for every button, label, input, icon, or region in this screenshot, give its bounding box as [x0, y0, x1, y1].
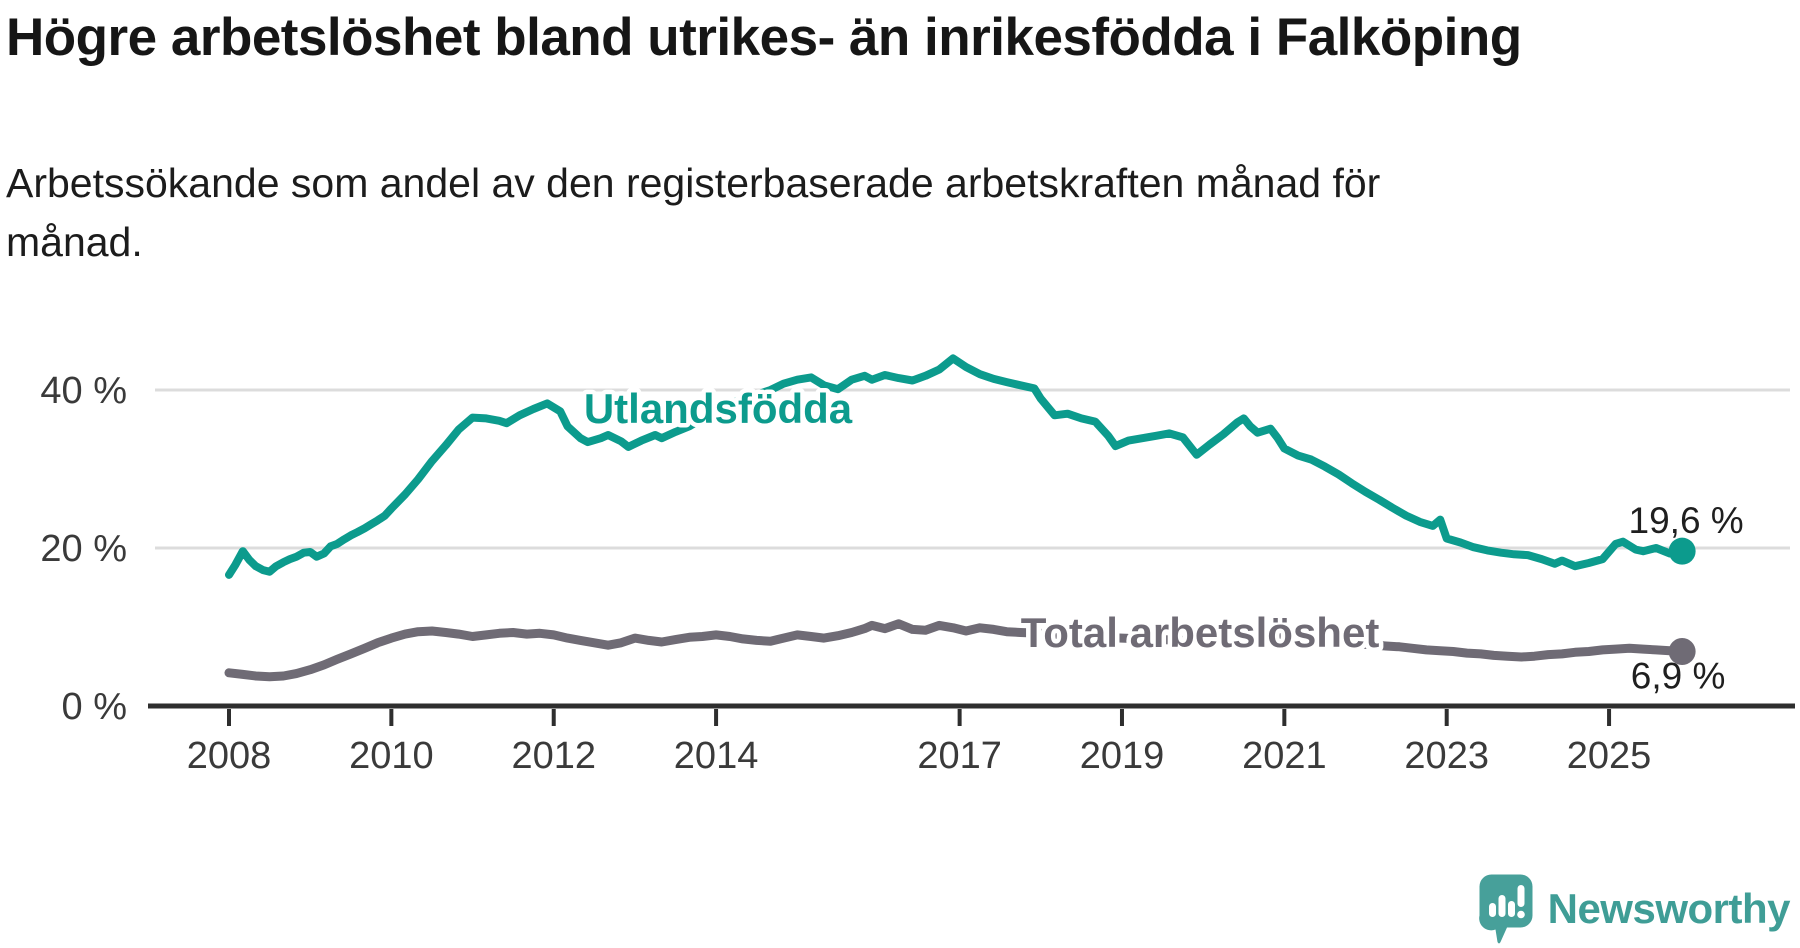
chart-subtitle: Arbetssökande som andel av den registerb… [6, 160, 1381, 265]
x-axis-label-2010: 2010 [349, 735, 434, 777]
series-end-dot-1 [1668, 637, 1696, 665]
series-end-label-1: 6,9 % [1631, 655, 1726, 696]
chart-title: Högre arbetslöshet bland utrikes- än inr… [6, 8, 1522, 67]
x-axis-label-2023: 2023 [1404, 735, 1489, 777]
y-axis-label-0: 0 % [62, 686, 127, 728]
bar-small [1488, 903, 1496, 917]
series-end-dot-0 [1668, 537, 1696, 565]
newsworthy-logo-icon [1478, 874, 1533, 944]
newsworthy-logo-text: Newsworthy [1547, 885, 1791, 932]
newsworthy-logo: Newsworthy [1478, 874, 1791, 944]
bar-medium [1507, 901, 1515, 917]
x-axis-label-2017: 2017 [917, 735, 1002, 777]
x-axis-label-2025: 2025 [1567, 735, 1652, 777]
x-axis-label-2019: 2019 [1080, 735, 1165, 777]
exclamation-dot [1516, 910, 1525, 919]
series-end-label-0: 19,6 % [1629, 500, 1744, 541]
exclamation-bar [1517, 885, 1525, 907]
series-line-1 [224, 619, 1687, 682]
bar-tall [1498, 895, 1506, 917]
y-axis-label-40: 40 % [40, 370, 127, 412]
x-axis-label-2014: 2014 [674, 735, 759, 777]
x-axis-label-2021: 2021 [1242, 735, 1327, 777]
series-label-0: Utlandsfödda [584, 385, 853, 432]
x-axis-label-2008: 2008 [187, 735, 272, 777]
series-label-1: Total arbetslöshet [1021, 609, 1380, 656]
y-axis-label-20: 20 % [40, 528, 127, 570]
series-line-0 [225, 354, 1687, 579]
x-axis-label-2012: 2012 [511, 735, 596, 777]
speech-bubble-shape [1478, 874, 1533, 944]
